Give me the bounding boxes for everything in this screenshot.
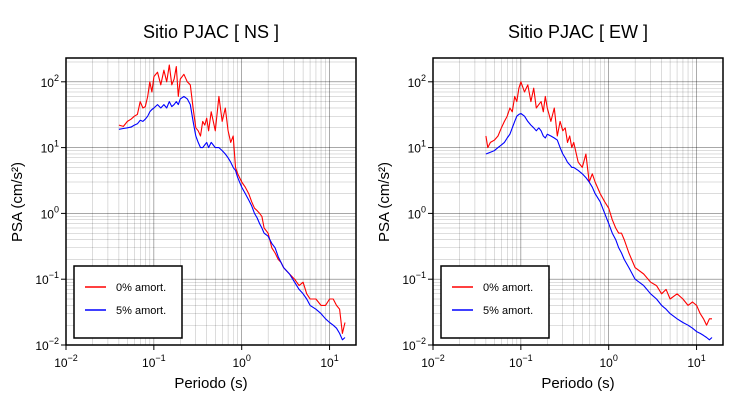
x-tick-label: 100 [600,353,618,370]
y-tick-label: 101 [408,139,426,156]
x-tick-label: 10−2 [54,353,78,370]
legend-box [440,265,550,339]
chart-title: Sitio PJAC [ NS ] [143,22,279,42]
y-tick-label: 10−1 [35,270,59,287]
x-tick-label: 10−2 [421,353,445,370]
series-line-blue [485,112,713,341]
legend-label: 5% amort. [116,305,166,317]
legend: 0% amort. 5% amort. [73,265,183,339]
x-tick-label: 101 [687,353,705,370]
x-axis-label: Periodo (s) [541,375,614,392]
y-axis-label: PSA (cm/s²) [9,162,26,242]
y-tick-label: 10−1 [402,270,426,287]
series-line-red [485,81,712,326]
y-tick-label: 10−2 [402,336,426,353]
chart-panel-ns: Sitio PJAC [ NS ] Periodo (s) PSA (cm/s²… [9,22,357,392]
x-tick-label: 101 [320,353,338,370]
y-tick-label: 102 [41,73,59,90]
y-tick-label: 102 [408,73,426,90]
chart-panel-ew: Sitio PJAC [ EW ] Periodo (s) PSA (cm/s²… [376,22,724,392]
y-tick-label: 10−2 [35,336,59,353]
legend-label: 0% amort. [116,282,166,294]
y-axis-label: PSA (cm/s²) [376,162,393,242]
series-line-red [118,64,346,334]
plot-frame [65,57,357,346]
x-tick-label: 10−1 [142,353,166,370]
legend: 0% amort. 5% amort. [440,265,550,339]
y-tick-label: 100 [41,204,59,221]
legend-label: 0% amort. [483,282,533,294]
y-tick-label: 100 [408,204,426,221]
y-tick-label: 101 [41,139,59,156]
legend-box [73,265,183,339]
grid [65,58,357,346]
x-tick-label: 10−1 [509,353,533,370]
legend-label: 5% amort. [483,305,533,317]
plot-frame [432,57,724,346]
x-axis-label: Periodo (s) [174,375,247,392]
chart-title: Sitio PJAC [ EW ] [508,22,648,42]
series-line-blue [118,95,346,341]
x-tick-label: 100 [233,353,251,370]
